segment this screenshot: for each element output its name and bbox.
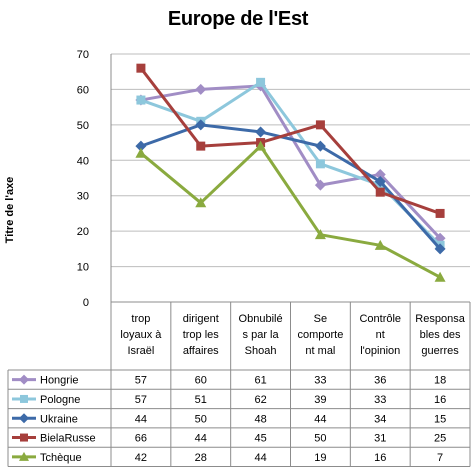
y-tick-label: 60 [77, 84, 89, 96]
x-tick-label: Se comporte nt mal [297, 313, 343, 357]
data-point [195, 83, 207, 95]
x-tick-label: Obnubilé s par la Shoah [239, 313, 283, 357]
data-point [434, 271, 446, 282]
table-cell-value: 36 [374, 375, 386, 387]
data-table: trop loyaux à Israël dirigent trop les affair… [7, 54, 471, 467]
table-cell-value: 33 [314, 375, 326, 387]
table-cell-value: 60 [195, 375, 207, 387]
table-cell-value: 19 [314, 452, 326, 464]
series-line [140, 123, 442, 250]
x-tick-label: Responsa bles des guerres [415, 313, 465, 357]
series-line [139, 144, 441, 279]
data-point [136, 95, 146, 105]
table-cell-value: 16 [374, 452, 386, 464]
series-pologne [136, 77, 445, 250]
data-point [256, 77, 266, 87]
data-point [374, 239, 386, 250]
table-cell-value: 50 [314, 433, 326, 445]
data-point [314, 140, 326, 152]
data-point [195, 197, 207, 208]
y-tick-label: 40 [77, 155, 89, 167]
table-cell-value: 25 [434, 433, 446, 445]
data-point [435, 208, 445, 218]
table-cell-value: 45 [254, 433, 266, 445]
data-point [375, 187, 385, 197]
table-cell-value: 61 [254, 375, 266, 387]
table-cell-value: 39 [314, 394, 326, 406]
series-name: BielaRusse [40, 433, 96, 445]
table-cell-value: 44 [254, 452, 266, 464]
data-point [255, 140, 267, 151]
table-cell-value: 42 [135, 452, 147, 464]
table-cell-value: 18 [434, 375, 446, 387]
table-cell-value: 16 [434, 394, 446, 406]
table-cell-value: 34 [374, 413, 386, 425]
table-cell-value: 50 [195, 413, 207, 425]
table-cell-value: 44 [314, 413, 326, 425]
data-point [196, 141, 206, 151]
data-point [314, 229, 326, 240]
y-tick-labels: 0 10 20 30 40 50 60 70 [77, 49, 89, 309]
table-cell-value: 57 [135, 394, 147, 406]
legend-key-marker [20, 394, 28, 403]
series-line [140, 80, 442, 247]
table-cell-value: 44 [135, 413, 147, 425]
legend-key-marker [19, 413, 29, 424]
series-hongrie [135, 80, 446, 244]
table-cell-value: 44 [195, 433, 207, 445]
legend-key-marker [20, 433, 28, 442]
series-name: Hongrie [40, 375, 79, 387]
y-tick-label: 70 [77, 49, 89, 61]
series-name: Ukraine [40, 413, 78, 425]
data-point [135, 147, 147, 158]
series-name: Tchèque [40, 452, 82, 464]
table-cell-value: 31 [374, 433, 386, 445]
y-tick-label: 0 [83, 297, 89, 309]
data-point [315, 159, 325, 169]
table-cell-value: 7 [437, 452, 443, 464]
x-tick-label: trop loyaux à Israël [120, 313, 162, 357]
chart-title: Europe de l'Est [167, 8, 309, 30]
series-line [139, 67, 441, 215]
series-ukraine [135, 119, 446, 255]
data-point [374, 176, 386, 188]
table-cell-value: 57 [135, 375, 147, 387]
table-cell-value: 48 [254, 413, 266, 425]
series-tchèque [135, 140, 446, 282]
table-cell-value: 33 [374, 394, 386, 406]
data-point [136, 63, 146, 73]
data-point [195, 119, 207, 131]
data-point [315, 120, 325, 130]
x-tick-label: dirigent trop les affaires [183, 313, 220, 357]
x-tick-label: Contrôle nt l'opinion [359, 313, 401, 357]
data-point [314, 179, 326, 191]
legend-key-marker [19, 374, 29, 385]
table-cell-value: 66 [135, 433, 147, 445]
data-point [255, 126, 267, 138]
y-tick-label: 50 [77, 120, 89, 132]
data-point [374, 168, 386, 180]
table-cell-value: 28 [195, 452, 207, 464]
table-cell-value: 51 [195, 394, 207, 406]
table-cell-value: 62 [254, 394, 266, 406]
series-line [140, 84, 442, 240]
y-tick-label: 30 [77, 191, 89, 203]
data-point [434, 243, 446, 255]
y-tick-label: 10 [77, 262, 89, 274]
series-lines [135, 63, 446, 282]
y-tick-label: 20 [77, 226, 89, 238]
data-point [135, 140, 147, 152]
table-cell-value: 15 [434, 413, 446, 425]
series-name: Pologne [40, 394, 80, 406]
legend-key-marker [19, 451, 29, 461]
gridlines [111, 53, 470, 268]
